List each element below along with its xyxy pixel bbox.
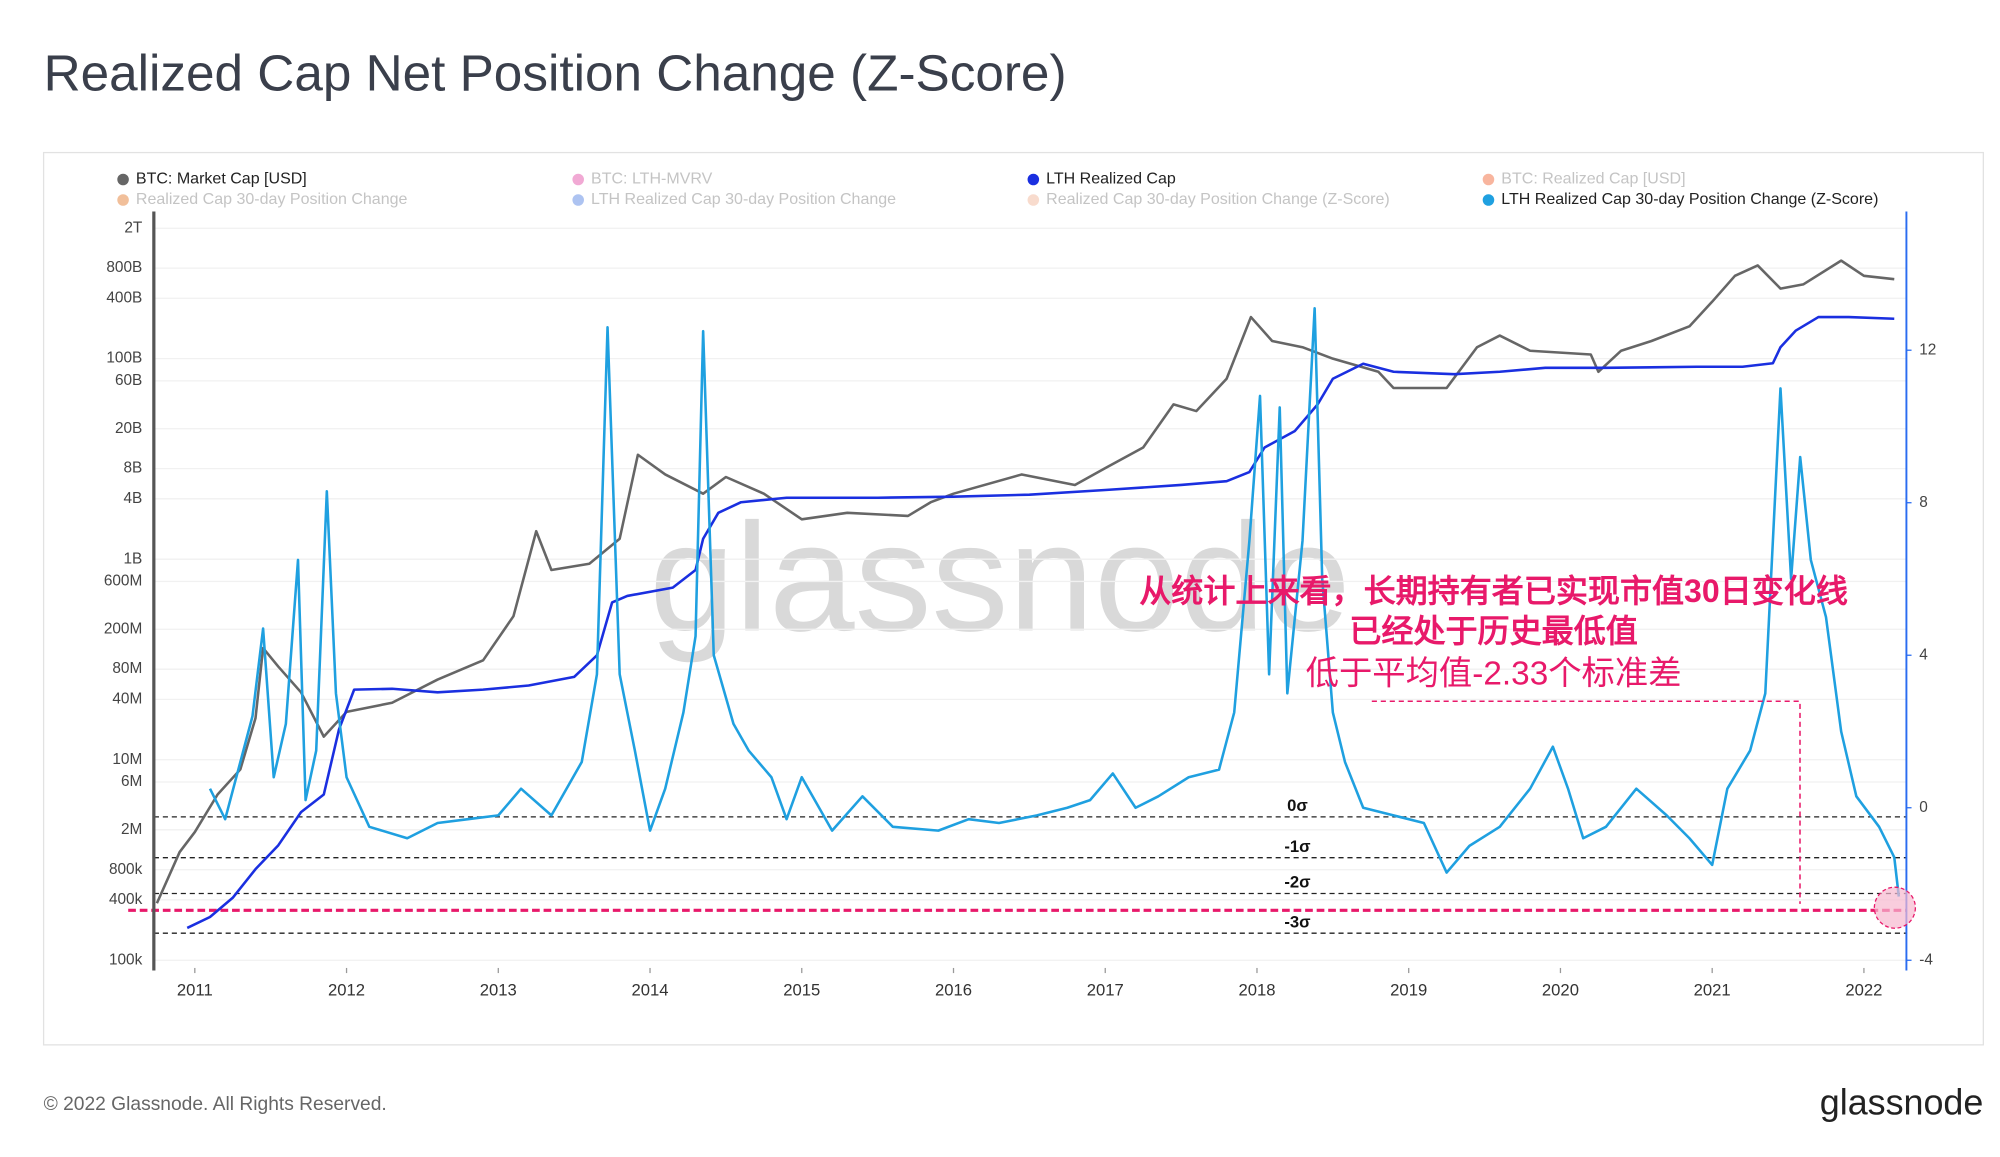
legend-swatch <box>117 173 129 186</box>
y-tick-label: 2T <box>124 219 143 236</box>
legend-label: BTC: Realized Cap [USD] <box>1501 170 1685 188</box>
legend-swatch <box>1027 173 1040 186</box>
legend-swatch <box>572 194 584 206</box>
y2-tick-label: 8 <box>1919 494 1928 511</box>
y-tick-label: 100k <box>109 951 143 968</box>
y-tick-label: 200M <box>104 620 142 637</box>
x-tick-label: 2016 <box>935 980 972 999</box>
y-tick-label: 10M <box>112 751 142 768</box>
y-tick-label: 8B <box>123 460 142 477</box>
annotation: 从统计上来看，长期持有者已实现市值30日变化线 已经处于历史最低值 低于平均值-… <box>1139 573 1917 929</box>
y-tick-label: 60B <box>115 372 142 389</box>
x-tick-label: 2014 <box>631 980 668 999</box>
legend-swatch <box>1027 194 1040 206</box>
x-tick-label: 2013 <box>480 980 517 999</box>
reference-label: -2σ <box>1284 873 1311 892</box>
y-tick-label: 800k <box>109 861 143 878</box>
chart-title: Realized Cap Net Position Change (Z-Scor… <box>44 44 1067 101</box>
reference-label: 0σ <box>1287 796 1308 815</box>
legend-label: LTH Realized Cap 30-day Position Change <box>591 190 896 208</box>
series-line <box>208 306 1901 897</box>
footer: © 2022 Glassnode. All Rights Reserved. <box>44 1094 387 1115</box>
y-tick-label: 80M <box>112 660 142 677</box>
x-tick-label: 2019 <box>1390 980 1427 999</box>
y-tick-label: 600M <box>104 572 142 589</box>
y2-tick-label: 4 <box>1919 646 1928 663</box>
y-tick-label: 800B <box>106 259 142 276</box>
plot-area: 0σ -1σ -2σ -3σ <box>128 227 1907 961</box>
y-tick-label: 100B <box>106 350 142 367</box>
legend-swatch <box>1482 173 1495 186</box>
y2-tick-label: 12 <box>1919 341 1936 358</box>
y-tick-label: 6M <box>121 773 142 790</box>
x-tick-label: 2020 <box>1542 980 1579 999</box>
x-tick-label: 2011 <box>177 980 213 999</box>
y-tick-label: 400B <box>106 289 142 306</box>
reference-label: -3σ <box>1284 912 1311 931</box>
y-tick-label: 40M <box>112 690 142 707</box>
y2-tick-label: -4 <box>1919 951 1933 968</box>
annotation-leader <box>1371 700 1801 904</box>
legend-swatch <box>117 194 129 206</box>
legend-swatch <box>572 173 584 186</box>
y2-tick-label: 0 <box>1919 799 1928 816</box>
x-tick-label: 2022 <box>1845 980 1882 999</box>
annotation-text: 已经处于历史最低值 <box>1349 613 1637 649</box>
legend-label: Realized Cap 30-day Position Change (Z-S… <box>1046 190 1390 208</box>
highlight-circle <box>1873 886 1917 929</box>
legend-label: BTC: Market Cap [USD] <box>136 170 307 188</box>
x-tick-label: 2021 <box>1694 980 1731 999</box>
x-tick-label: 2015 <box>783 980 820 999</box>
annotation-text: 低于平均值-2.33个标准差 <box>1306 655 1682 692</box>
series-group <box>155 259 1901 930</box>
legend-label: LTH Realized Cap 30-day Position Change … <box>1501 190 1878 208</box>
x-tick-label: 2018 <box>1238 980 1275 999</box>
y-tick-label: 1B <box>123 550 142 567</box>
annotation-text: 从统计上来看，长期持有者已实现市值30日变化线 <box>1139 573 1848 609</box>
y-tick-label: 20B <box>115 420 142 437</box>
series-line <box>186 315 1895 930</box>
chart-frame <box>42 151 1984 1046</box>
x-tick-label: 2012 <box>328 980 365 999</box>
watermark: glassnode <box>649 491 1350 663</box>
x-tick-label: 2017 <box>1087 980 1124 999</box>
y-tick-label: 400k <box>109 891 143 908</box>
legend-swatch <box>1482 194 1495 206</box>
y-tick-label: 4B <box>123 490 142 507</box>
y-tick-label: 2M <box>121 821 142 838</box>
logo: glassnode <box>1820 1083 1984 1123</box>
legend-label: Realized Cap 30-day Position Change <box>136 190 408 208</box>
legend-label: LTH Realized Cap <box>1046 170 1176 188</box>
legend-label: BTC: LTH-MVRV <box>591 170 713 188</box>
reference-label: -1σ <box>1284 837 1311 856</box>
